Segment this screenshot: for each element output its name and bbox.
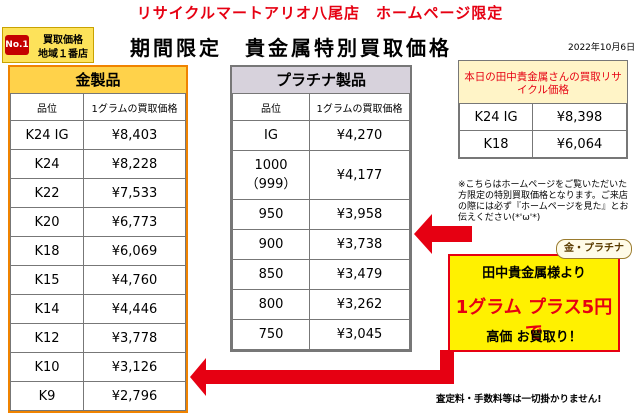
- gold-col-grade: 品位: [10, 93, 84, 121]
- platinum-grade: 950: [232, 199, 310, 230]
- table-row: K12 ¥3,778: [10, 323, 186, 353]
- gold-price: ¥2,796: [83, 381, 186, 411]
- platinum-table-title: プラチナ製品: [232, 67, 410, 93]
- gold-grade: K10: [10, 352, 84, 382]
- table-row: K9 ¥2,796: [10, 381, 186, 411]
- gold-price: ¥8,403: [83, 120, 186, 150]
- gold-price-table: 金製品 品位 1グラムの買取価格 K24 IG ¥8,403 K24 ¥8,228 …: [8, 65, 188, 413]
- no1-badge: No.1: [5, 35, 29, 55]
- gold-table: 品位 1グラムの買取価格 K24 IG ¥8,403 K24 ¥8,228 K22 ¥…: [10, 93, 186, 411]
- gold-grade: K18: [10, 236, 84, 266]
- table-row: K24 IG ¥8,403: [10, 120, 186, 150]
- platinum-price-table: プラチナ製品 品位 1グラムの買取価格 IG ¥4,270 1000（999） ¥4…: [230, 65, 412, 352]
- platinum-price: ¥4,270: [309, 120, 410, 151]
- arrow-to-gold-icon: [190, 350, 454, 396]
- platinum-grade: 750: [232, 319, 310, 350]
- table-row: 1000（999） ¥4,177: [232, 150, 410, 200]
- table-row: 900 ¥3,738: [232, 229, 410, 260]
- gold-price: ¥8,228: [83, 149, 186, 179]
- table-row: K18 ¥6,069: [10, 236, 186, 266]
- tanaka-price: ¥8,398: [532, 103, 627, 131]
- rank-badge: No.1 買取価格 地域１番店: [2, 27, 94, 63]
- table-row: K18 ¥6,064: [459, 130, 627, 158]
- table-row: 950 ¥3,958: [232, 199, 410, 230]
- gold-price: ¥3,126: [83, 352, 186, 382]
- tanaka-table: K24 IG ¥8,398 K18 ¥6,064: [459, 103, 627, 158]
- platinum-price: ¥3,479: [309, 259, 410, 290]
- platinum-grade: 900: [232, 229, 310, 260]
- promo-box: [448, 254, 620, 352]
- badge-line-1: 買取価格: [43, 35, 83, 46]
- badge-line-2: 地域１番店: [38, 49, 88, 60]
- table-row: K24 ¥8,228: [10, 149, 186, 179]
- tanaka-reference-box: 本日の田中貴金属さんの買取リサイクル価格 K24 IG ¥8,398 K18 ¥6,…: [458, 60, 628, 159]
- page-title: 期間限定 貴金属特別買取価格: [130, 36, 452, 60]
- gold-grade: K14: [10, 294, 84, 324]
- platinum-price: ¥3,045: [309, 319, 410, 350]
- table-row: K22 ¥7,533: [10, 178, 186, 208]
- tanaka-title: 本日の田中貴金属さんの買取リサイクル価格: [464, 71, 622, 96]
- store-title: リサイクルマートアリオ八尾店 ホームページ限定: [136, 4, 504, 22]
- tanaka-price: ¥6,064: [532, 130, 627, 158]
- platinum-price: ¥4,177: [309, 150, 410, 200]
- gold-grade: K24 IG: [10, 120, 84, 150]
- date-label: 2022年10月6日: [568, 43, 636, 53]
- gold-price: ¥6,069: [83, 236, 186, 266]
- platinum-col-price: 1グラムの買取価格: [309, 93, 410, 121]
- table-row: K14 ¥4,446: [10, 294, 186, 324]
- promo-line-3: 高価 お買取り！: [486, 330, 582, 345]
- footer-note: 査定料・手数料等は一切掛かりません!: [436, 394, 602, 405]
- table-row: 750 ¥3,045: [232, 319, 410, 350]
- gold-price: ¥3,778: [83, 323, 186, 353]
- gold-price: ¥4,760: [83, 265, 186, 295]
- gold-table-title: 金製品: [10, 67, 186, 93]
- gold-grade: K24: [10, 149, 84, 179]
- table-row: IG ¥4,270: [232, 120, 410, 151]
- table-row: K10 ¥3,126: [10, 352, 186, 382]
- gold-price: ¥4,446: [83, 294, 186, 324]
- gold-col-price: 1グラムの買取価格: [83, 93, 186, 121]
- platinum-price: ¥3,262: [309, 289, 410, 320]
- platinum-price: ¥3,738: [309, 229, 410, 260]
- homepage-note: ※こちらはホームページをご覧いただいた方限定の特別買取価格となります。ご来店の際…: [458, 180, 629, 223]
- arrow-to-platinum-icon: [414, 214, 472, 254]
- promo-tag: 金・プラチナ: [556, 239, 632, 259]
- platinum-table: 品位 1グラムの買取価格 IG ¥4,270 1000（999） ¥4,177 95…: [232, 93, 410, 350]
- table-row: K15 ¥4,760: [10, 265, 186, 295]
- promo-line-2: 1グラム プラス5円で: [455, 297, 613, 344]
- table-row: 800 ¥3,262: [232, 289, 410, 320]
- gold-price: ¥7,533: [83, 178, 186, 208]
- promo-line-1: 田中貴金属様より: [482, 266, 586, 281]
- gold-grade: K9: [10, 381, 84, 411]
